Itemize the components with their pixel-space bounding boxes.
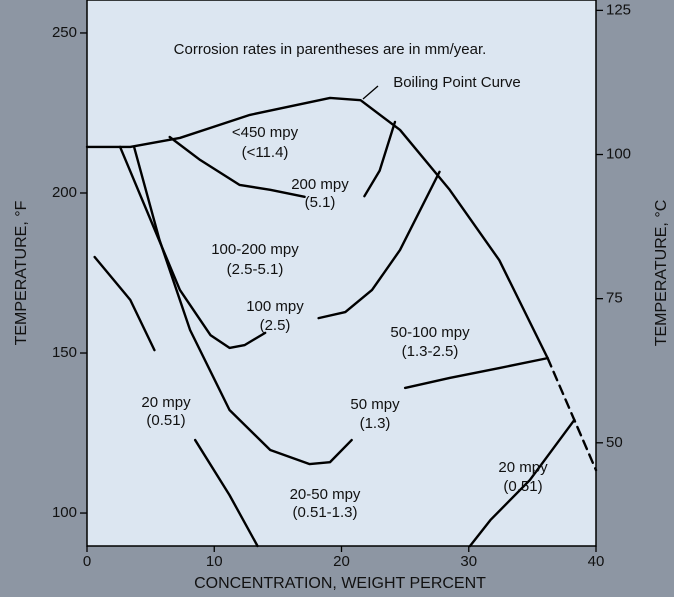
iso-corrosion-curve — [468, 418, 576, 548]
annotation: Boiling Point Curve — [393, 74, 521, 91]
annotation: 100-200 mpy — [211, 241, 299, 258]
x-tick-label: 20 — [333, 553, 350, 570]
iso-corrosion-curve — [118, 145, 267, 350]
x-tick-label: 40 — [588, 553, 605, 570]
iso-corrosion-curve — [403, 356, 549, 390]
annotation: 100 mpy — [246, 298, 304, 315]
annotation: 20 mpy — [498, 459, 548, 476]
x-tick-label: 0 — [83, 553, 91, 570]
iso-corrosion-curve — [546, 356, 598, 472]
iso-corrosion-curve — [132, 145, 353, 466]
annotation: 200 mpy — [291, 176, 349, 193]
annotation: 20-50 mpy — [290, 486, 361, 503]
iso-corrosion-curve — [363, 120, 397, 198]
annotation: Corrosion rates in parentheses are in mm… — [174, 41, 487, 58]
y2-tick-label: 125 — [606, 1, 631, 18]
iso-corrosion-curve — [193, 438, 259, 548]
x-tick-label: 30 — [460, 553, 477, 570]
annotation: <450 mpy — [232, 124, 299, 141]
annotation: (1.3) — [360, 415, 391, 432]
annotation-leader — [362, 85, 379, 100]
y-tick-label: 100 — [52, 504, 77, 521]
annotation: 50-100 mpy — [390, 324, 470, 341]
annotation: (5.1) — [305, 194, 336, 211]
y2-tick-label: 100 — [606, 145, 631, 162]
annotation: (0.51) — [503, 478, 542, 495]
y2-axis-title: TEMPERATURE, °C — [653, 200, 670, 347]
annotation: 20 mpy — [141, 394, 191, 411]
annotation: (2.5) — [260, 317, 291, 334]
annotation: 50 mpy — [350, 396, 400, 413]
iso-corrosion-curve — [317, 170, 441, 320]
iso-corrosion-curve — [93, 255, 156, 352]
annotation: (2.5-5.1) — [227, 261, 284, 278]
iso-corrosion-curve — [168, 135, 306, 199]
iso-corrosion-curve — [85, 96, 549, 360]
y2-tick-label: 50 — [606, 434, 623, 451]
y2-tick-label: 75 — [606, 290, 623, 307]
y-tick-label: 150 — [52, 344, 77, 361]
annotation: (1.3-2.5) — [402, 343, 459, 360]
x-tick-label: 10 — [206, 553, 223, 570]
y-tick-label: 200 — [52, 184, 77, 201]
annotation: (<11.4) — [242, 144, 289, 161]
x-axis-title: CONCENTRATION, WEIGHT PERCENT — [194, 575, 486, 592]
annotation: (0.51-1.3) — [292, 504, 357, 521]
y-tick-label: 250 — [52, 24, 77, 41]
y-axis-title: TEMPERATURE, °F — [13, 200, 30, 345]
annotation: (0.51) — [146, 412, 185, 429]
